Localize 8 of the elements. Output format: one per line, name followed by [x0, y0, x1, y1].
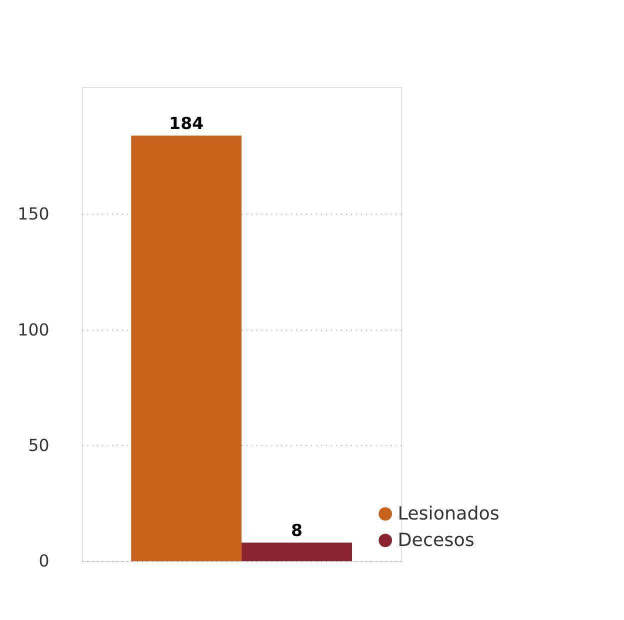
legend-label: Decesos — [398, 530, 474, 552]
data-label: 184 — [169, 114, 204, 134]
y-tick-label: 50 — [28, 436, 50, 455]
legend-label: Lesionados — [398, 504, 500, 525]
data-label: 8 — [291, 520, 303, 540]
y-tick-label: 150 — [18, 204, 50, 224]
y-tick-label: 100 — [18, 320, 50, 340]
y-tick-label: 0 — [38, 552, 50, 571]
